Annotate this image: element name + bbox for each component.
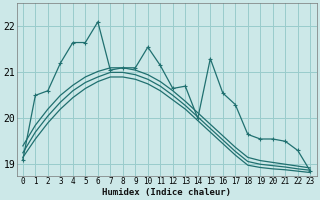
X-axis label: Humidex (Indice chaleur): Humidex (Indice chaleur) — [102, 188, 231, 197]
